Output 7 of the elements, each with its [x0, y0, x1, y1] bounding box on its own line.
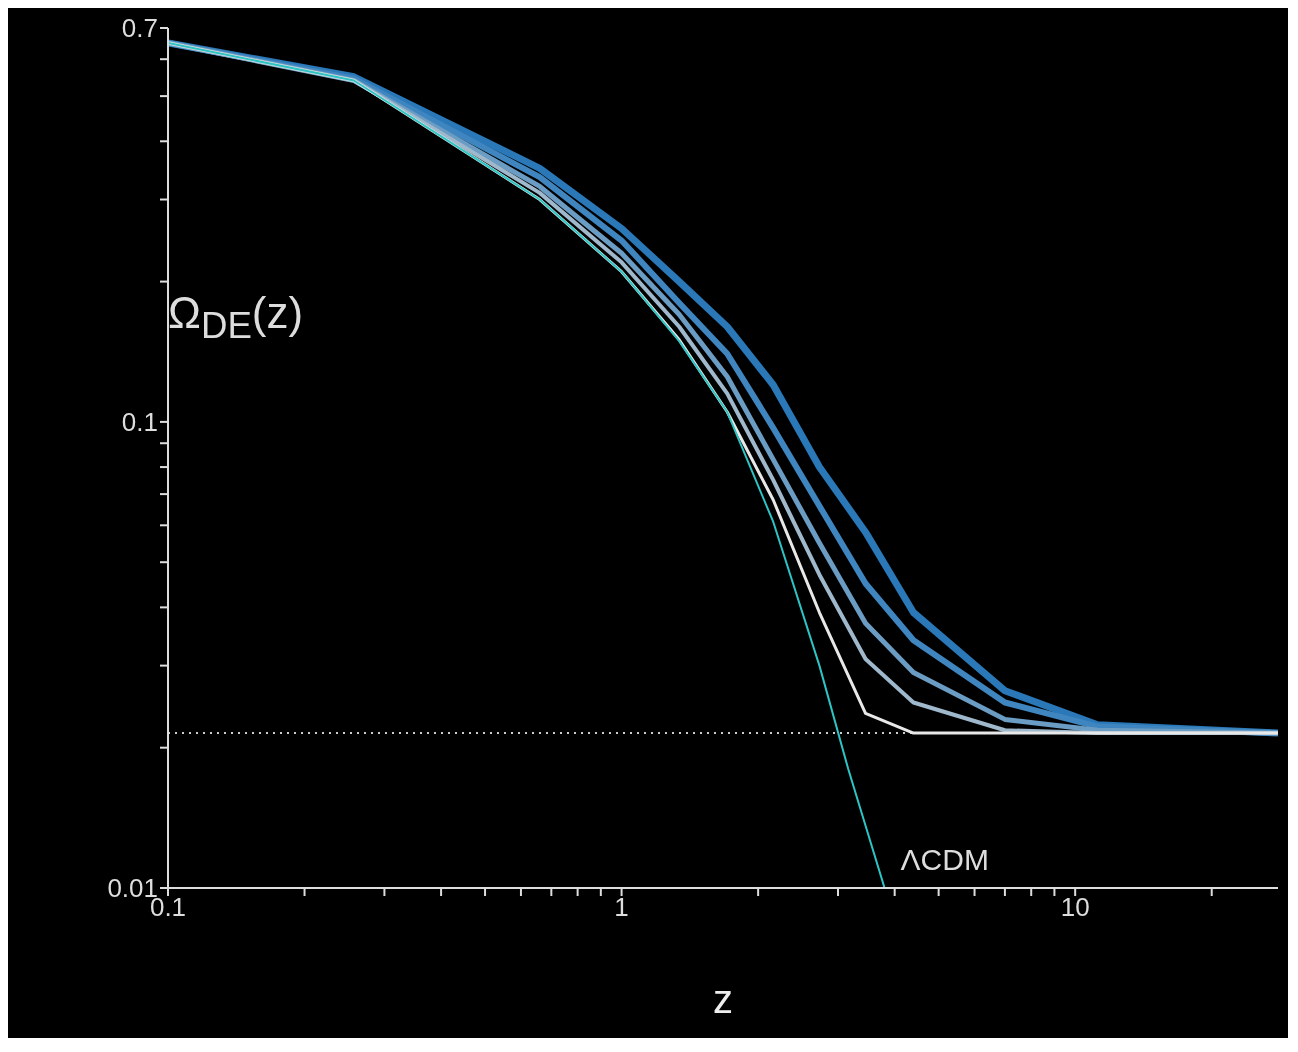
y-tick-label: 0.1: [121, 407, 158, 438]
series-label: ΛCDM: [900, 843, 989, 876]
y-tick-label: 0.7: [121, 13, 158, 44]
y-axis-title: Ω$_{DE}$(z): [168, 288, 304, 347]
x-axis-title: z: [713, 977, 733, 1021]
x-tick-label: 10: [1060, 892, 1090, 923]
x-tick-label: 1: [614, 892, 629, 923]
